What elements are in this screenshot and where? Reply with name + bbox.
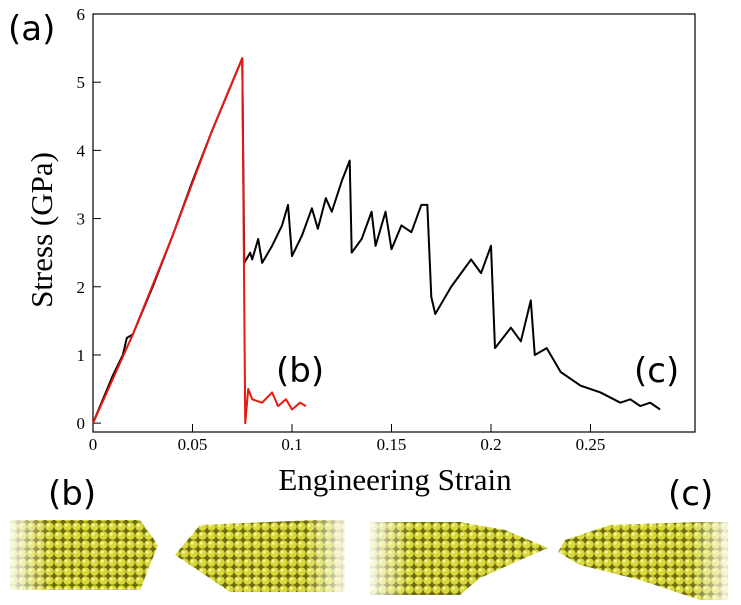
annotation: (a) [8,9,55,49]
fade [305,518,345,594]
y-tick-label: 2 [77,278,86,297]
y-axis-label: Stress (GPa) [24,152,59,308]
x-tick-label: 0.25 [576,435,606,454]
annotation: (b) [276,351,324,391]
x-tick-label: 0.2 [480,435,501,454]
x-tick-label: 0.1 [281,435,302,454]
series-line [92,57,661,424]
fade [10,520,50,590]
y-tick-label: 0 [77,414,86,433]
y-tick-label: 4 [77,141,86,160]
x-axis-label: Engineering Strain [278,462,512,497]
series-line [92,57,307,425]
x-tick-label: 0.15 [377,435,407,454]
panel-label: (c) [668,474,713,514]
y-tick-label: 6 [77,5,86,24]
fade [690,520,730,602]
fade [370,520,410,596]
snapshot [558,522,728,600]
annotation: (c) [634,351,679,391]
panel-label: (b) [48,474,96,514]
x-tick-label: 0.05 [178,435,208,454]
atomistic-snapshots [10,518,730,602]
snapshot [175,520,345,592]
plot-frame [92,13,696,433]
plot: 0 0.05 0.1 0.15 0.2 0.25 0 1 2 3 4 5 6 [77,5,696,454]
snapshot [370,522,548,595]
y-tick-label: 1 [77,346,86,365]
x-tick-label: 0 [89,435,98,454]
y-tick-label: 3 [77,210,86,229]
y-tick-label: 5 [77,73,86,92]
